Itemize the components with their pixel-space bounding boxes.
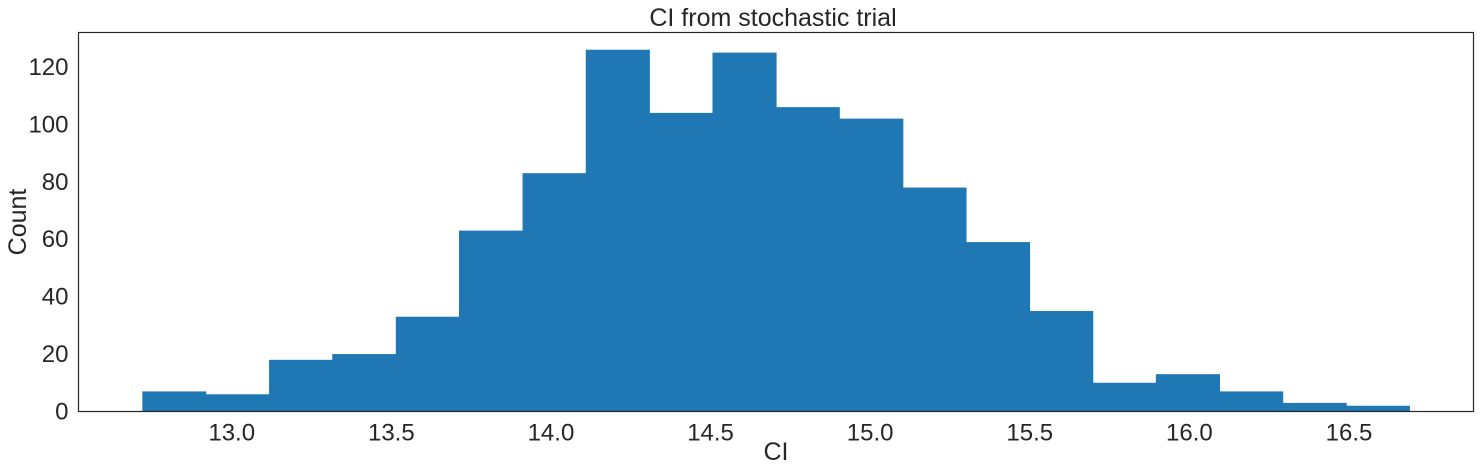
x-tick-label: 14.0 [528,420,575,447]
histogram-bar [269,359,333,412]
histogram-bar [142,391,207,412]
bars-group [142,49,1410,412]
x-tick-label: 16.0 [1166,420,1213,447]
y-tick-label: 20 [42,341,69,368]
x-tick-label: 16.5 [1326,420,1373,447]
x-tick-label: 15.0 [847,420,894,447]
y-tick-label: 60 [42,226,69,253]
y-tick-labels: 0 20 40 60 80 100 120 [28,54,68,426]
histogram-bar [1029,311,1094,412]
histogram-bar [332,354,397,412]
histogram-bar [1219,391,1284,412]
x-tick-label: 14.5 [687,420,734,447]
x-tick-label: 13.0 [208,420,255,447]
histogram-bar [1346,405,1410,412]
chart-title: CI from stochastic trial [649,4,896,32]
histogram-bar [459,230,524,412]
histogram-bar [649,112,714,412]
plot-frame [77,31,1475,413]
histogram-bar [522,173,587,412]
y-axis-label: Count [4,189,32,256]
y-tick-label: 80 [42,169,69,196]
histogram-bar [205,394,270,412]
histogram-bar [1282,402,1347,412]
histogram-bar [395,316,460,412]
histogram-bar [1155,374,1220,412]
y-tick-label: 100 [28,111,68,138]
y-tick-label: 120 [28,54,68,81]
y-tick-label: 0 [55,399,68,426]
histogram-bar [1092,382,1157,412]
histogram-bar [712,52,777,412]
x-tick-labels: 13.0 13.5 14.0 14.5 15.0 15.5 16.0 16.5 [208,420,1372,447]
histogram-bar [965,242,1031,412]
histogram-bar [585,49,650,412]
x-axis-label: CI [764,438,789,466]
histogram-bar [776,107,840,412]
x-tick-label: 13.5 [368,420,415,447]
x-tick-label: 15.5 [1006,420,1053,447]
histogram-bar [902,187,967,412]
histogram-bar [839,118,904,412]
y-tick-label: 40 [42,284,69,311]
